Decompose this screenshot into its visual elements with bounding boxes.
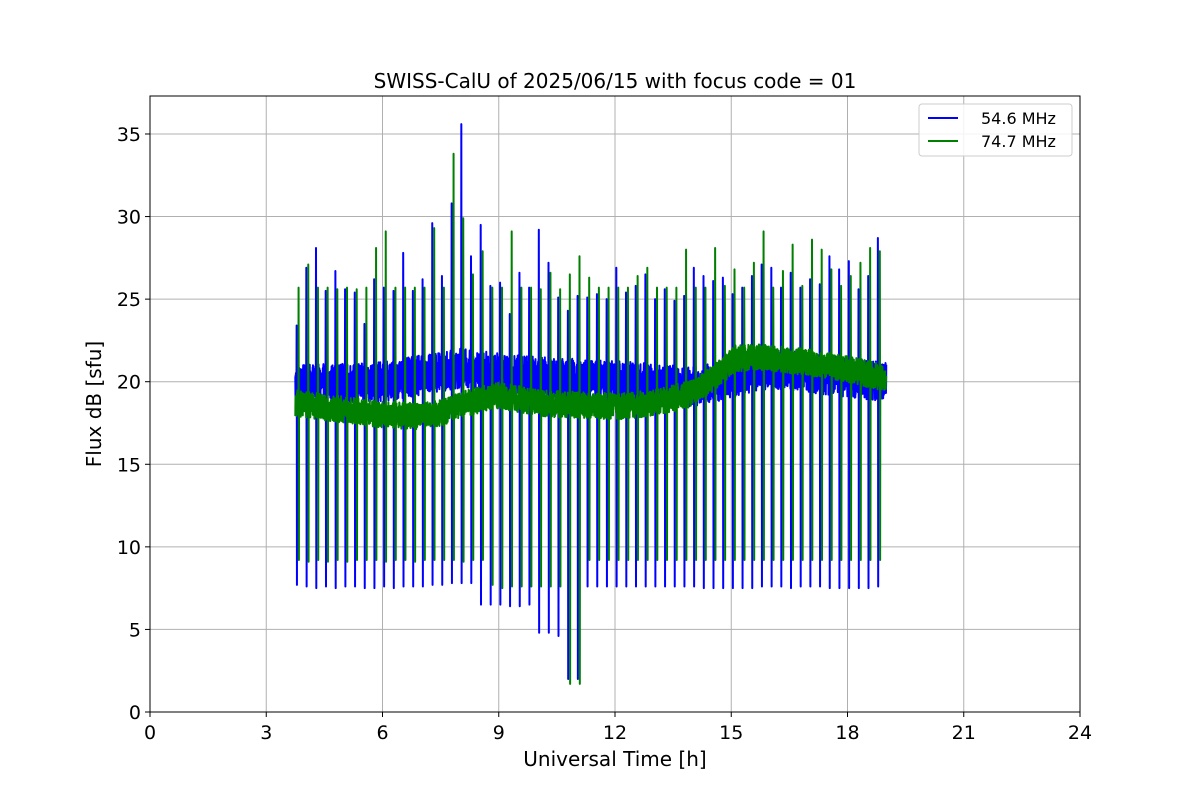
x-tick-label: 24 xyxy=(1068,722,1092,744)
x-tick-label: 0 xyxy=(144,722,156,744)
y-tick-label: 10 xyxy=(117,537,141,559)
legend-label-74-7-mhz: 74.7 MHz xyxy=(981,132,1056,151)
x-tick-label: 12 xyxy=(603,722,627,744)
y-tick-label: 30 xyxy=(117,207,141,229)
x-tick-label: 18 xyxy=(835,722,859,744)
x-tick-label: 3 xyxy=(260,722,272,744)
x-tick-label: 6 xyxy=(376,722,388,744)
legend: 54.6 MHz 74.7 MHz xyxy=(918,103,1073,157)
y-tick-label: 25 xyxy=(117,289,141,311)
series-line-74-7-mhz xyxy=(294,152,888,685)
axis-ticks: 0 3 6 9 12 15 18 21 24 0 5 10 15 20 25 30 35 xyxy=(117,124,1092,744)
y-tick-label: 0 xyxy=(129,702,141,724)
y-tick-label: 35 xyxy=(117,124,141,146)
x-tick-label: 9 xyxy=(493,722,505,744)
x-axis-label: Universal Time [h] xyxy=(523,747,706,771)
x-tick-label: 15 xyxy=(719,722,743,744)
y-axis-label: Flux dB [sfu] xyxy=(82,341,106,467)
x-tick-label: 21 xyxy=(952,722,976,744)
y-tick-label: 15 xyxy=(117,454,141,476)
y-tick-label: 20 xyxy=(117,372,141,394)
legend-label-54-6-mhz: 54.6 MHz xyxy=(981,109,1056,128)
chart-title: SWISS-CalU of 2025/06/15 with focus code… xyxy=(374,69,857,93)
plot-series xyxy=(294,123,888,685)
y-tick-label: 5 xyxy=(129,619,141,641)
